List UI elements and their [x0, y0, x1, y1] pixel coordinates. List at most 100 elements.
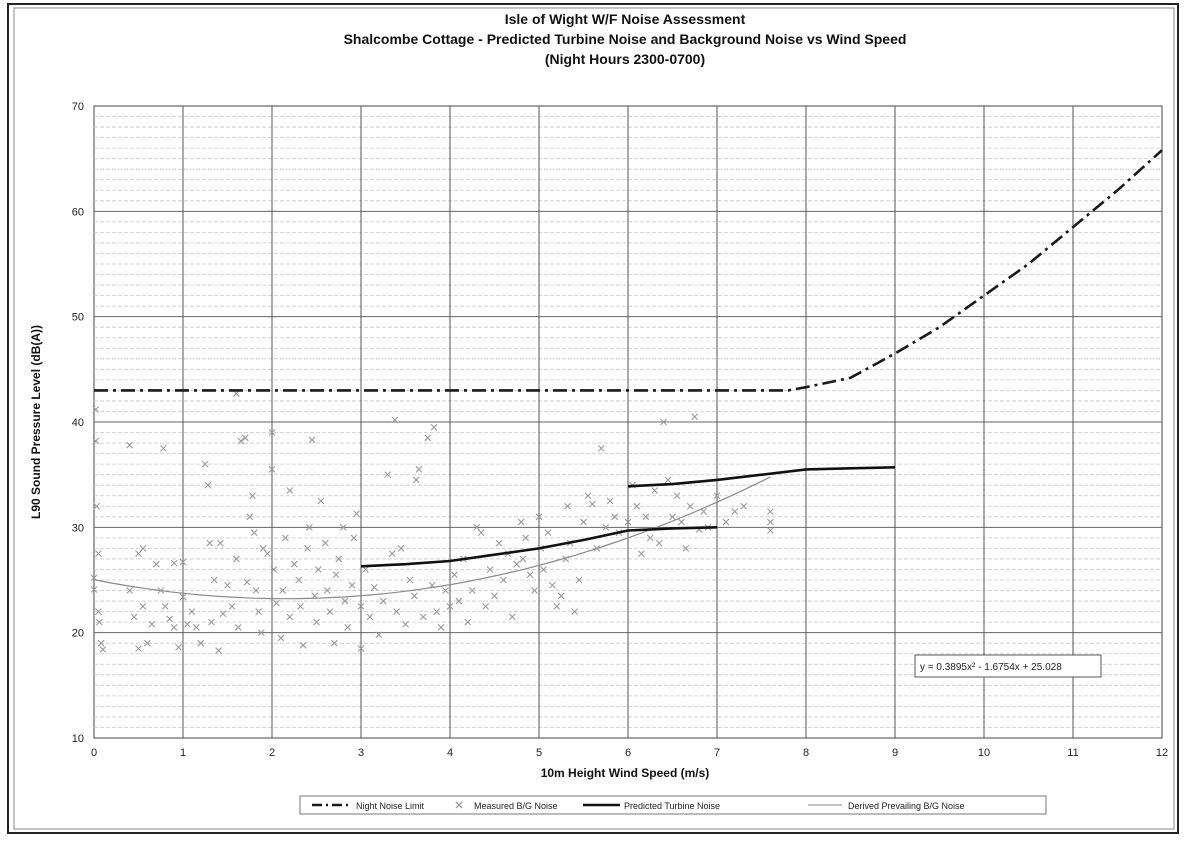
- scatter-point: [357, 602, 365, 610]
- scatter-point: [135, 550, 142, 558]
- x-tick-label: 9: [892, 747, 898, 759]
- series-derived-prevailing-bg-noise: [93, 476, 771, 600]
- scatter-point: [495, 539, 503, 547]
- scatter-point: [135, 645, 142, 652]
- scatter-point: [767, 518, 774, 526]
- scatter-point: [384, 471, 392, 479]
- scatter-point: [350, 534, 358, 542]
- scatter-point: [562, 555, 570, 563]
- legend-label-measured-bg-noise: Measured B/G Noise: [474, 801, 558, 811]
- scatter-point: [317, 497, 325, 505]
- y-tick-label: 60: [72, 206, 84, 218]
- scatter-point: [313, 618, 320, 626]
- y-tick-label: 10: [72, 733, 84, 745]
- chart-title-line-1: Isle of Wight W/F Noise Assessment: [505, 11, 746, 27]
- scatter-point: [473, 523, 481, 531]
- series-measured-bg-noise: [90, 390, 774, 654]
- scatter-point: [243, 578, 251, 586]
- legend-item-predicted-turbine-noise: Predicted Turbine Noise: [583, 801, 720, 811]
- scatter-point: [295, 576, 303, 584]
- inner-border: [13, 7, 1175, 830]
- scatter-point: [686, 502, 694, 510]
- scatter-point: [655, 539, 663, 547]
- x-tick-label: 1: [180, 747, 186, 759]
- scatter-point: [281, 534, 289, 542]
- scatter-point: [170, 624, 178, 631]
- scatter-point: [348, 581, 356, 589]
- x-axis-ticks: 0 1 2 3 4 5 6 7 8 9 10 11 12: [91, 747, 1168, 759]
- scatter-point: [179, 558, 187, 566]
- scatter-point: [593, 545, 601, 552]
- scatter-point: [160, 444, 167, 452]
- scatter-point: [540, 566, 547, 573]
- x-tick-label: 7: [714, 747, 720, 759]
- scatter-point: [157, 587, 165, 594]
- scatter-point: [637, 550, 645, 558]
- scatter-point: [286, 487, 294, 494]
- scatter-point: [330, 639, 338, 647]
- x-tick-label: 3: [358, 747, 364, 759]
- scatter-point: [437, 624, 445, 631]
- scatter-point: [397, 545, 405, 552]
- scatter-point: [161, 602, 169, 610]
- scatter-point: [249, 492, 256, 500]
- x-tick-label: 11: [1067, 747, 1078, 759]
- scatter-point: [130, 613, 138, 621]
- scatter-point: [279, 587, 287, 594]
- scatter-point: [255, 608, 263, 615]
- scatter-point: [548, 581, 556, 589]
- scatter-point: [391, 416, 399, 424]
- scatter-point: [406, 576, 414, 584]
- scatter-point: [341, 597, 349, 605]
- scatter-point: [584, 492, 592, 500]
- scatter-point: [740, 502, 748, 510]
- scatter-point: [144, 639, 151, 647]
- scatter-point: [491, 592, 498, 600]
- scatter-point: [208, 618, 215, 626]
- grid-lines: [94, 106, 1162, 738]
- x-tick-label: 0: [91, 747, 97, 759]
- scatter-point: [228, 602, 236, 610]
- legend-label-night-noise-limit: Night Noise Limit: [356, 801, 425, 811]
- scatter-point: [290, 560, 298, 568]
- series-night-noise-limit: [94, 149, 1163, 392]
- x-tick-label: 12: [1156, 747, 1168, 759]
- scatter-point: [259, 545, 267, 552]
- scatter-point: [175, 644, 182, 651]
- series-predicted-turbine-noise: [627, 466, 896, 488]
- scatter-point: [544, 529, 552, 536]
- scatter-point: [393, 608, 400, 615]
- scatter-point: [210, 576, 218, 584]
- scatter-point: [357, 645, 365, 652]
- scatter-point: [250, 529, 258, 536]
- scatter-point: [234, 624, 242, 631]
- scatter-point: [268, 429, 276, 436]
- scatter-point: [166, 615, 174, 623]
- scatter-point: [722, 518, 730, 526]
- chart-title-line-2: Shalcombe Cottage - Predicted Turbine No…: [344, 31, 907, 47]
- scatter-point: [611, 513, 619, 521]
- legend-label-predicted-turbine-noise: Predicted Turbine Noise: [624, 801, 720, 811]
- scatter-point: [646, 534, 654, 542]
- outer-border: [7, 3, 1179, 834]
- scatter-point: [606, 497, 614, 505]
- scatter-point: [370, 583, 378, 591]
- legend-item-measured-bg-noise: Measured B/G Noise: [455, 801, 558, 811]
- scatter-point: [678, 518, 685, 526]
- scatter-point: [412, 476, 420, 484]
- y-tick-label: 70: [72, 101, 84, 113]
- scatter-point: [99, 646, 107, 653]
- scatter-point: [455, 597, 463, 605]
- scatter-point: [304, 545, 311, 552]
- scatter-point: [192, 624, 200, 631]
- scatter-point: [257, 629, 265, 637]
- scatter-point: [277, 634, 285, 642]
- scatter-point: [415, 466, 423, 473]
- scatter-point: [322, 539, 329, 547]
- scatter-point: [553, 602, 561, 610]
- y-tick-label: 50: [72, 312, 84, 324]
- scatter-point: [344, 624, 352, 631]
- scatter-point: [519, 555, 527, 563]
- scatter-point: [682, 545, 690, 552]
